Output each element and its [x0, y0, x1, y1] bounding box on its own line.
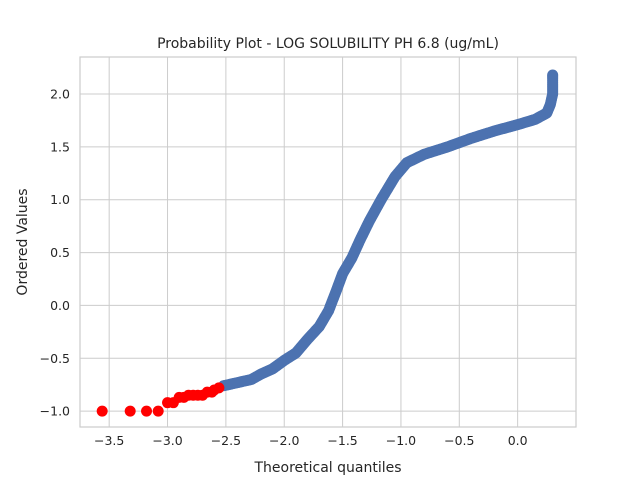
x-tick-label: −3.0: [152, 433, 182, 448]
x-tick-label: −1.5: [327, 433, 357, 448]
outlier-point: [124, 405, 136, 417]
x-tick-label: −1.0: [386, 433, 416, 448]
grid-lines: [80, 57, 576, 427]
outlier-point: [141, 405, 153, 417]
tick-labels: −3.5 −3.0 −2.5 −2.0 −1.5 −1.0 −0.5 0.0 −1.0 −0.5 0…: [40, 87, 528, 449]
data-point: [547, 69, 559, 81]
x-tick-label: −3.5: [94, 433, 124, 448]
chart-title: Probability Plot - LOG SOLUBILITY PH 6.8…: [157, 36, 499, 52]
y-tick-label: 1.0: [50, 192, 70, 207]
plot-frame: [79, 56, 577, 428]
y-tick-label: 0.5: [50, 245, 70, 260]
x-tick-label: −0.5: [444, 433, 474, 448]
x-tick-label: 0.0: [508, 433, 528, 448]
y-tick-label: 1.5: [50, 139, 70, 154]
y-tick-label: 0.0: [50, 298, 70, 313]
x-tick-label: −2.5: [211, 433, 241, 448]
x-tick-label: −2.0: [269, 433, 299, 448]
y-tick-label: 2.0: [50, 87, 70, 102]
outlier-point: [96, 405, 108, 417]
y-axis-label: Ordered Values: [15, 188, 31, 295]
data-points: [96, 69, 559, 417]
y-tick-label: −0.5: [40, 351, 70, 366]
outlier-point: [213, 382, 225, 394]
y-tick-label: −1.0: [40, 404, 70, 419]
x-axis-label: Theoretical quantiles: [253, 460, 401, 476]
outlier-point: [152, 405, 164, 417]
